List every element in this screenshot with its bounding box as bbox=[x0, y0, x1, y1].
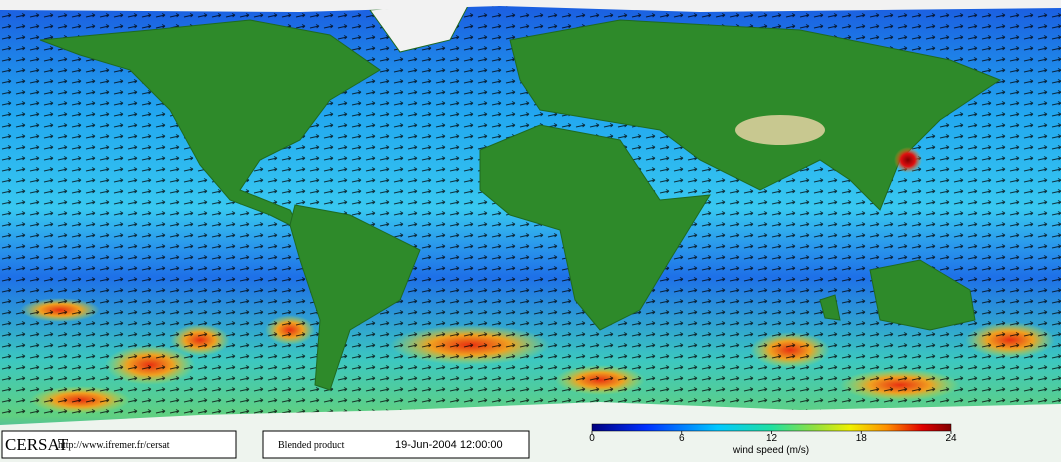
timestamp: 19-Jun-2004 12:00:00 bbox=[395, 439, 503, 451]
plateau bbox=[735, 115, 825, 145]
logo: CERSAT bbox=[5, 435, 69, 454]
arctic bbox=[0, 0, 1061, 12]
typhoon bbox=[894, 147, 922, 173]
url: http://www.ifremer.fr/cersat bbox=[58, 440, 170, 451]
colorbar-tick-label: 6 bbox=[679, 433, 685, 444]
product: Blended product bbox=[278, 440, 345, 451]
colorbar-ramp bbox=[591, 423, 952, 432]
product-box bbox=[262, 430, 530, 459]
colorbar: wind speed (m/s) 0 6 12 18 24 bbox=[589, 423, 957, 456]
colorbar-tick-label: 18 bbox=[856, 433, 868, 444]
logo-box bbox=[1, 430, 237, 459]
colorbar-label: wind speed (m/s) bbox=[732, 445, 809, 456]
land bbox=[39, 1, 1002, 391]
colorbar-tick-label: 24 bbox=[945, 433, 957, 444]
colorbar-tick-label: 12 bbox=[766, 433, 778, 444]
colorbar-tick-label: 0 bbox=[589, 433, 595, 444]
